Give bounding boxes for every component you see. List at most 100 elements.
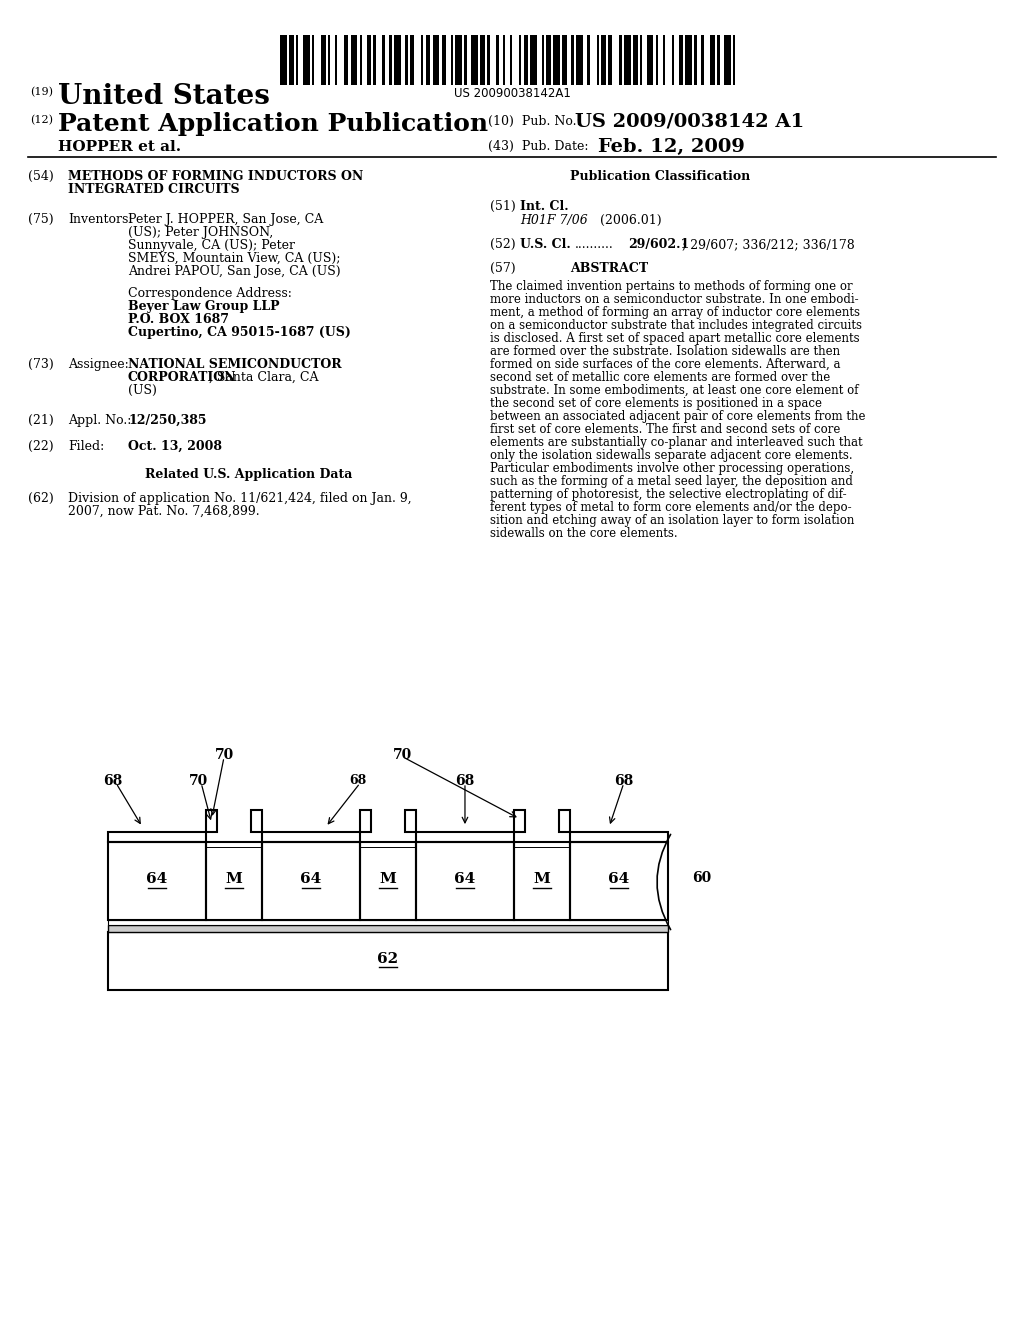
Bar [303,36,309,84]
Text: 64: 64 [300,873,322,886]
Bar [312,36,314,84]
Bar [108,842,206,920]
Bar [465,36,467,84]
Text: is disclosed. A first set of spaced apart metallic core elements: is disclosed. A first set of spaced apar… [490,333,859,345]
Text: HOPPER et al.: HOPPER et al. [58,140,181,154]
Text: first set of core elements. The first and second sets of core: first set of core elements. The first an… [490,422,841,436]
Bar [406,36,408,84]
Text: more inductors on a semiconductor substrate. In one embodi-: more inductors on a semiconductor substr… [490,293,859,306]
Bar [646,36,653,84]
Text: M: M [380,873,396,886]
Bar [416,832,514,842]
Bar [416,842,514,920]
Text: between an associated adjacent pair of core elements from the: between an associated adjacent pair of c… [490,411,865,422]
Bar [108,932,668,990]
Text: (62): (62) [28,492,53,506]
Bar [374,36,376,84]
Text: Andrei PAPOU, San Jose, CA (US): Andrei PAPOU, San Jose, CA (US) [128,265,341,279]
Bar [519,36,521,84]
Text: formed on side surfaces of the core elements. Afterward, a: formed on side surfaces of the core elem… [490,358,841,371]
Text: U.S. Cl.: U.S. Cl. [520,238,570,251]
Text: Oct. 13, 2008: Oct. 13, 2008 [128,440,222,453]
Bar [514,810,525,832]
Bar [711,36,715,84]
Bar [624,36,631,84]
Bar [553,36,560,84]
Text: (10)  Pub. No.:: (10) Pub. No.: [488,115,581,128]
Bar [262,842,360,920]
Bar [389,36,391,84]
Bar [321,36,326,84]
Bar [569,842,668,920]
Bar [503,36,506,84]
Text: Patent Application Publication: Patent Application Publication [58,112,488,136]
Text: M: M [225,873,243,886]
Text: P.O. BOX 1687: P.O. BOX 1687 [128,313,229,326]
Bar [471,36,478,84]
Text: Peter J. HOPPER, San Jose, CA: Peter J. HOPPER, San Jose, CA [128,213,324,226]
Text: ferent types of metal to form core elements and/or the depo-: ferent types of metal to form core eleme… [490,502,852,513]
Bar [571,36,573,84]
Bar [694,36,696,84]
Bar [640,36,642,84]
Bar [289,36,294,84]
Bar [108,832,206,842]
Bar [451,36,453,84]
Bar [620,36,622,84]
Bar [426,36,430,84]
Bar [383,36,385,84]
Bar [597,36,599,84]
Bar [360,842,416,920]
Bar [108,925,668,932]
Text: United States: United States [58,83,270,110]
Bar [432,36,439,84]
Bar [588,36,590,84]
Text: ; 29/607; 336/212; 336/178: ; 29/607; 336/212; 336/178 [682,238,855,251]
Text: NATIONAL SEMICONDUCTOR: NATIONAL SEMICONDUCTOR [128,358,342,371]
Text: 68: 68 [349,774,367,787]
Text: Sunnyvale, CA (US); Peter: Sunnyvale, CA (US); Peter [128,239,295,252]
Bar [335,36,337,84]
Bar [456,36,462,84]
Text: 2007, now Pat. No. 7,468,899.: 2007, now Pat. No. 7,468,899. [68,506,260,517]
Text: Related U.S. Application Data: Related U.S. Application Data [145,469,352,480]
Bar [577,36,583,84]
Text: such as the forming of a metal seed layer, the deposition and: such as the forming of a metal seed laye… [490,475,853,488]
Text: substrate. In some embodiments, at least one core element of: substrate. In some embodiments, at least… [490,384,858,397]
Text: Publication Classification: Publication Classification [570,170,751,183]
Text: 68: 68 [456,774,474,788]
Text: (43)  Pub. Date:: (43) Pub. Date: [488,140,589,153]
Text: Particular embodiments involve other processing operations,: Particular embodiments involve other pro… [490,462,854,475]
Text: (21): (21) [28,414,53,426]
Bar [717,36,720,84]
Bar [672,36,674,84]
Text: The claimed invention pertains to methods of forming one or: The claimed invention pertains to method… [490,280,853,293]
Text: (19): (19) [30,87,53,98]
Text: sition and etching away of an isolation layer to form isolation: sition and etching away of an isolation … [490,513,854,527]
Bar [404,810,416,832]
Text: (51): (51) [490,201,516,213]
Text: Int. Cl.: Int. Cl. [520,201,568,213]
Text: 70: 70 [393,748,413,762]
Text: are formed over the substrate. Isolation sidewalls are then: are formed over the substrate. Isolation… [490,345,840,358]
Text: 68: 68 [614,774,634,788]
Text: (52): (52) [490,238,516,251]
Bar [206,842,262,920]
Bar [441,36,446,84]
Text: 60: 60 [692,871,712,884]
Text: 62: 62 [378,952,398,966]
Text: Beyer Law Group LLP: Beyer Law Group LLP [128,300,280,313]
Bar [510,36,512,84]
Bar [262,832,360,842]
Text: the second set of core elements is positioned in a space: the second set of core elements is posit… [490,397,822,411]
Text: ..........: .......... [575,238,613,251]
Bar [206,810,217,832]
Text: patterning of photoresist, the selective electroplating of dif-: patterning of photoresist, the selective… [490,488,847,502]
Bar [633,36,638,84]
Text: ment, a method of forming an array of inductor core elements: ment, a method of forming an array of in… [490,306,860,319]
Text: Appl. No.:: Appl. No.: [68,414,131,426]
Bar [410,36,415,84]
Bar [523,36,528,84]
Text: Inventors:: Inventors: [68,213,132,226]
Text: second set of metallic core elements are formed over the: second set of metallic core elements are… [490,371,830,384]
